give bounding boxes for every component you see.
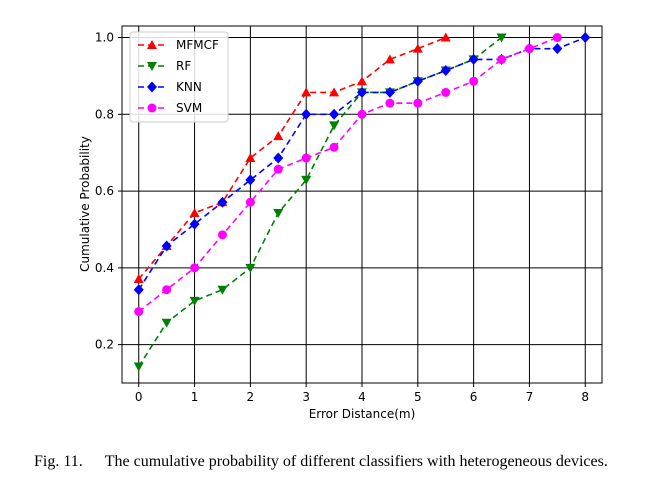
- x-tick-label: 4: [358, 390, 366, 404]
- legend-marker-svm: [147, 103, 157, 113]
- legend-label-svm: SVM: [176, 101, 202, 115]
- y-axis-label: Cumulative Probability: [78, 136, 92, 272]
- series-line-knn: [138, 36, 586, 291]
- data-point-mfmcf: [301, 87, 312, 97]
- legend-item-knn: KNN: [138, 80, 202, 94]
- legend-item-svm: SVM: [138, 101, 202, 115]
- data-point-knn: [357, 86, 367, 98]
- legend-box: [129, 31, 229, 123]
- data-point-mfmcf: [189, 207, 200, 217]
- legend-item-mfmcf: MFMCF: [138, 38, 219, 52]
- data-point-svm: [469, 76, 479, 86]
- data-point-rf: [133, 362, 144, 372]
- data-point-rf: [301, 175, 312, 185]
- data-point-rf: [496, 33, 507, 43]
- series-line-svm: [138, 36, 558, 313]
- legend-label-rf: RF: [176, 59, 191, 73]
- data-point-knn: [189, 218, 200, 230]
- series-layer: [133, 32, 591, 372]
- data-point-mfmcf: [329, 87, 340, 97]
- legend-marker-mfmcf: [147, 40, 157, 49]
- legend-item-rf: RF: [138, 59, 191, 73]
- data-point-knn: [217, 196, 228, 208]
- data-point-knn: [301, 108, 312, 120]
- tick-marks: 0 1 2 3 4 5 6 7 8 0.2 0.4 0.6 0.8 1.0: [95, 31, 589, 404]
- data-point-svm: [524, 44, 534, 54]
- caption-text: The cumulative probability of different …: [104, 453, 608, 470]
- x-tick-label: 5: [414, 390, 422, 404]
- caption-label: Fig. 11.: [34, 453, 83, 470]
- data-point-rf: [217, 285, 228, 295]
- x-tick-label: 8: [581, 390, 589, 404]
- data-point-mfmcf: [357, 76, 367, 86]
- data-point-svm: [245, 197, 255, 207]
- figure-caption: Fig. 11. The cumulative probability of di…: [34, 452, 649, 471]
- data-point-mfmcf: [440, 32, 451, 42]
- legend-marker-rf: [147, 62, 157, 71]
- data-point-rf: [329, 121, 340, 131]
- data-point-svm: [329, 142, 339, 152]
- data-point-knn: [161, 240, 172, 252]
- data-point-knn: [384, 86, 395, 98]
- data-point-mfmcf: [245, 153, 256, 163]
- data-point-svm: [441, 87, 451, 97]
- x-tick-label: 6: [470, 390, 478, 404]
- data-point-svm: [162, 285, 172, 295]
- x-tick-label: 3: [302, 390, 310, 404]
- data-point-svm: [497, 54, 507, 64]
- series-line-mfmcf: [138, 36, 447, 280]
- data-point-knn: [412, 75, 423, 87]
- x-tick-label: 0: [135, 390, 143, 404]
- data-point-knn: [245, 174, 256, 186]
- y-tick-label: 1.0: [95, 31, 114, 45]
- data-point-svm: [385, 98, 395, 108]
- series-svm: [134, 33, 562, 317]
- data-point-svm: [273, 164, 283, 174]
- data-point-knn: [329, 108, 340, 120]
- data-point-mfmcf: [133, 273, 144, 283]
- data-point-rf: [189, 296, 200, 306]
- legend-marker-knn: [147, 81, 157, 93]
- x-axis-label: Error Distance(m): [309, 407, 416, 421]
- data-point-svm: [357, 109, 367, 119]
- series-mfmcf: [133, 32, 451, 283]
- y-tick-label: 0.2: [95, 338, 114, 352]
- legend: MFMCF RF KNN SVM: [129, 31, 229, 123]
- data-point-knn: [580, 32, 591, 44]
- data-point-svm: [134, 307, 144, 317]
- data-point-svm: [413, 98, 423, 108]
- data-point-mfmcf: [273, 131, 284, 141]
- legend-label-knn: KNN: [176, 80, 202, 94]
- y-tick-label: 0.6: [95, 184, 114, 198]
- x-tick-label: 1: [191, 390, 199, 404]
- data-point-knn: [273, 152, 284, 164]
- cdf-chart: 0 1 2 3 4 5 6 7 8 0.2 0.4 0.6 0.8 1.0 Error Distance(…: [78, 25, 603, 421]
- y-tick-label: 0.8: [95, 107, 114, 121]
- data-point-knn: [552, 43, 563, 55]
- x-tick-label: 2: [247, 390, 255, 404]
- data-point-mfmcf: [384, 54, 395, 64]
- data-point-knn: [440, 65, 451, 77]
- data-point-knn: [133, 284, 144, 296]
- data-point-mfmcf: [412, 43, 423, 53]
- data-point-svm: [301, 153, 311, 163]
- data-point-svm: [190, 263, 200, 273]
- data-point-rf: [161, 318, 172, 328]
- y-tick-label: 0.4: [95, 261, 114, 275]
- data-point-svm: [217, 230, 227, 240]
- data-point-rf: [273, 208, 284, 218]
- legend-label-mfmcf: MFMCF: [176, 38, 219, 52]
- data-point-rf: [245, 263, 256, 273]
- data-point-svm: [552, 33, 562, 43]
- data-point-knn: [468, 53, 479, 65]
- x-tick-label: 7: [526, 390, 534, 404]
